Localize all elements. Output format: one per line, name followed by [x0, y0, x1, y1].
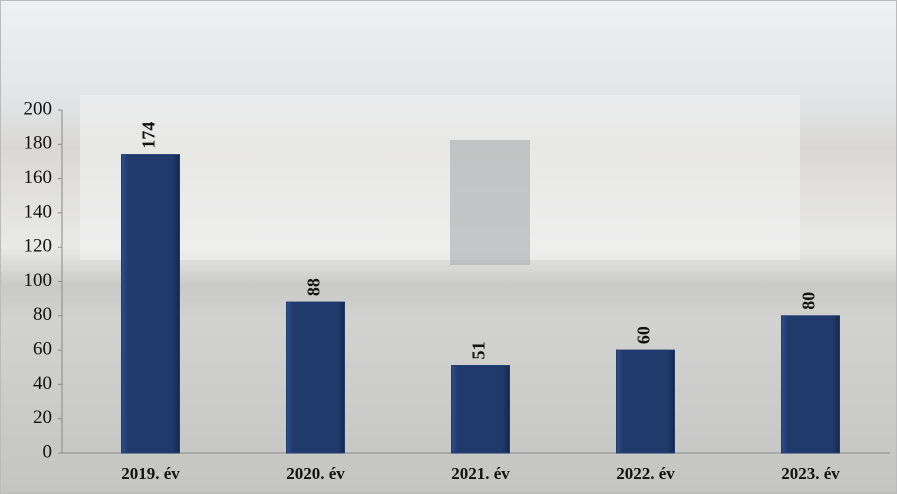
x-tick-label: 2019. év	[121, 464, 180, 483]
y-tick-label: 180	[24, 133, 53, 154]
x-tick-label: 2020. év	[286, 464, 345, 483]
bar	[121, 154, 180, 454]
value-label: 174	[139, 122, 159, 149]
x-tick-label: 2022. év	[616, 464, 675, 483]
building	[80, 95, 800, 260]
y-tick-label: 160	[24, 167, 53, 188]
value-label: 88	[304, 278, 324, 296]
y-tick-label: 20	[33, 407, 52, 428]
y-tick-label: 120	[24, 236, 53, 257]
y-tick-label: 60	[33, 338, 52, 359]
bar	[451, 365, 510, 454]
bar	[616, 349, 675, 454]
y-tick-label: 80	[33, 304, 52, 325]
y-tick-label: 0	[43, 441, 53, 462]
value-label: 51	[469, 342, 489, 360]
x-tick-label: 2021. év	[451, 464, 510, 483]
y-tick-label: 40	[33, 373, 52, 394]
building-entrance	[450, 140, 530, 265]
bar	[781, 315, 840, 454]
y-tick-label: 200	[24, 98, 53, 119]
value-label: 80	[799, 292, 819, 310]
y-tick-label: 100	[24, 270, 53, 291]
x-tick-label: 2023. év	[781, 464, 840, 483]
value-label: 60	[634, 326, 654, 344]
y-tick-label: 140	[24, 201, 53, 222]
bar	[286, 301, 345, 454]
